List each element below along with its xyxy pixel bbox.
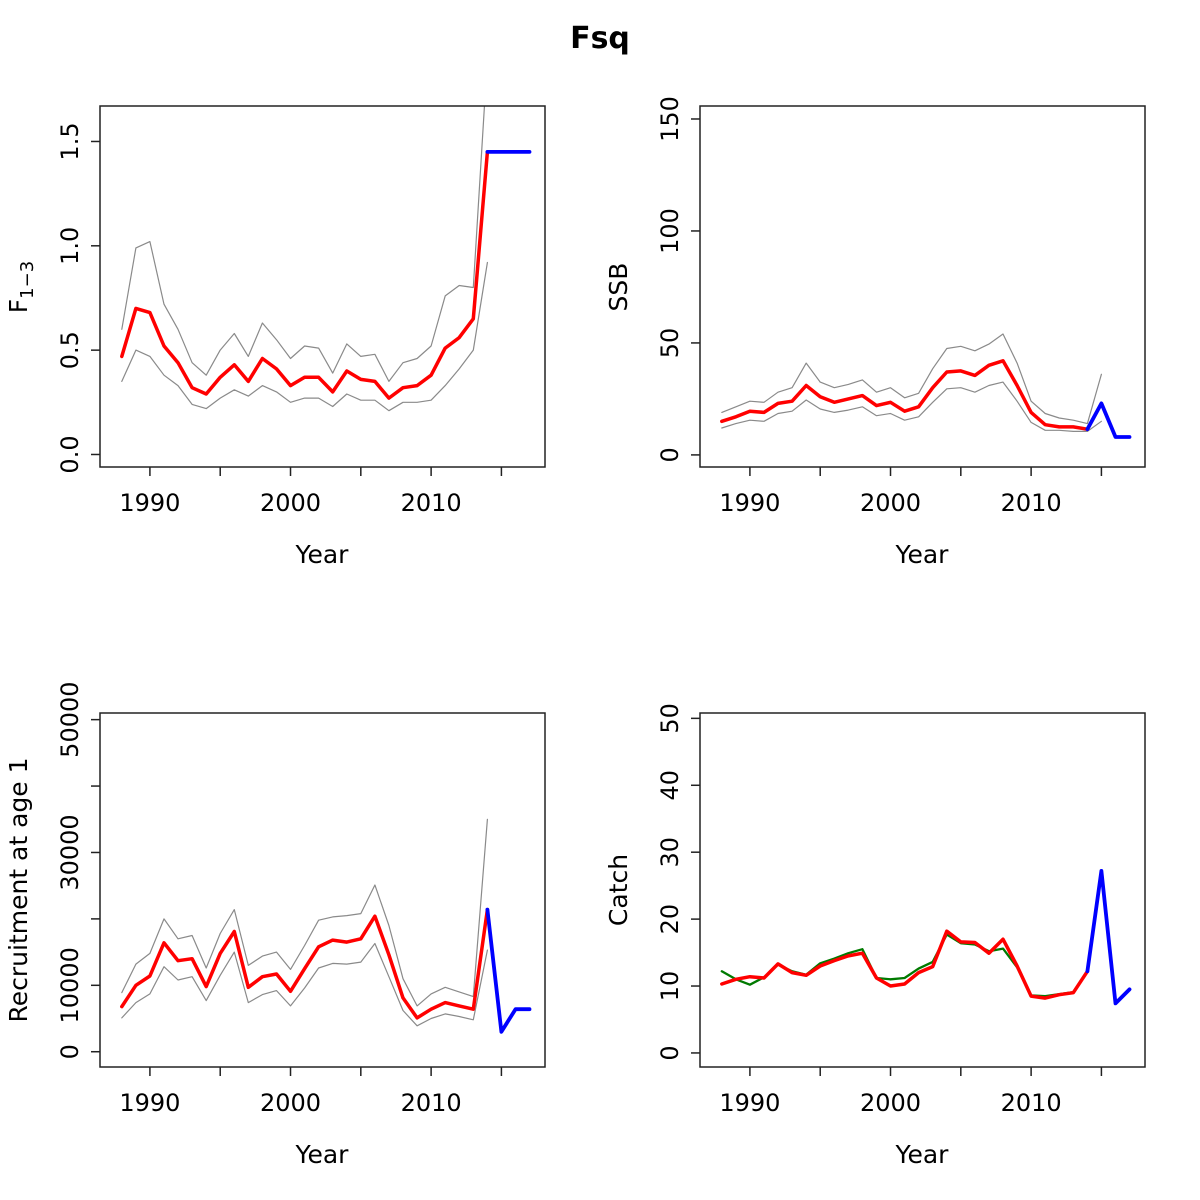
y-tick-label: 10000 (56, 947, 84, 1023)
y-tick-label: 1.5 (56, 122, 84, 160)
plot-box (99, 105, 546, 468)
plot-box (699, 712, 1146, 1068)
series-estimate (120, 150, 490, 400)
y-tick-label: 1.0 (56, 227, 84, 265)
panel-catch: 1990 2000 2010 0 10 20 30 40 50 Year Catch (604, 703, 1146, 1169)
x-tick-label: 1990 (719, 489, 780, 517)
f-plot-area: 1990 2000 2010 0.0 0.5 1.0 1.5 (56, 105, 546, 517)
x-tick-label: 1990 (119, 1089, 180, 1117)
f-ylabel-sub: 1−3 (17, 261, 38, 299)
x-tick-label: 2000 (860, 1089, 921, 1117)
x-tick-label: 1990 (119, 489, 180, 517)
panel-ssb: 1990 2000 2010 0 50 100 150 Year SSB (604, 96, 1146, 569)
y-tick-label: 50 (656, 328, 684, 359)
recruitment-xlabel: Year (295, 1140, 350, 1169)
series-estimate (720, 929, 1090, 1000)
x-tick-label: 2010 (1001, 489, 1062, 517)
x-tick-label: 1990 (719, 1089, 780, 1117)
figure-title: Fsq (570, 21, 630, 56)
catch-ylabel: Catch (604, 854, 633, 926)
x-tick-label: 2000 (260, 1089, 321, 1117)
f-ylabel: F1−3 (4, 261, 38, 313)
x-tick-label: 2000 (260, 489, 321, 517)
ssb-ylabel: SSB (604, 263, 633, 312)
y-tick-label: 20 (656, 904, 684, 935)
series-lower-ci (721, 381, 1103, 432)
series-upper-ci (121, 818, 488, 1007)
series-estimate (120, 907, 490, 1020)
y-tick-label: 0 (56, 1044, 84, 1059)
series-lower-ci (121, 942, 488, 1027)
y-tick-label: 50000 (56, 681, 84, 757)
y-tick-label: 30 (656, 837, 684, 868)
series-forecast (1085, 869, 1132, 1006)
y-tick-label: 150 (656, 96, 684, 142)
x-tick-label: 2000 (860, 489, 921, 517)
panel-f: 1990 2000 2010 0.0 0.5 1.0 1.5 Year F1−3 (4, 105, 546, 569)
y-tick-label: 0 (656, 1045, 684, 1060)
y-tick-label: 50 (656, 703, 684, 734)
series-forecast (485, 907, 532, 1034)
x-tick-label: 2010 (1001, 1089, 1062, 1117)
plot-box (699, 105, 1146, 468)
f-ylabel-main: F (4, 299, 33, 313)
ssb-xlabel: Year (895, 540, 950, 569)
series-forecast (1085, 401, 1132, 439)
y-tick-label: 0.0 (56, 435, 84, 473)
y-tick-label: 0 (656, 447, 684, 462)
plot-box (99, 712, 546, 1068)
series-estimate (720, 359, 1090, 431)
series-upper-ci (121, 106, 486, 382)
x-tick-label: 2010 (401, 1089, 462, 1117)
panel-recruitment: 1990 2000 2010 0 10000 30000 50000 Year Recrui… (4, 681, 546, 1169)
catch-plot-area: 1990 2000 2010 0 10 20 30 40 50 (656, 703, 1146, 1117)
catch-xlabel: Year (895, 1140, 950, 1169)
y-tick-label: 0.5 (56, 331, 84, 369)
recruitment-ylabel: Recruitment at age 1 (4, 757, 33, 1022)
series-lower-ci (121, 261, 488, 412)
recruitment-plot-area: 1990 2000 2010 0 10000 30000 50000 (56, 681, 546, 1117)
y-tick-label: 100 (656, 208, 684, 254)
y-tick-label: 30000 (56, 814, 84, 890)
y-tick-label: 40 (656, 770, 684, 801)
ssb-plot-area: 1990 2000 2010 0 50 100 150 (656, 96, 1146, 517)
f-xlabel: Year (295, 540, 350, 569)
x-tick-label: 2010 (401, 489, 462, 517)
y-tick-label: 10 (656, 971, 684, 1002)
series-upper-ci (721, 333, 1103, 425)
